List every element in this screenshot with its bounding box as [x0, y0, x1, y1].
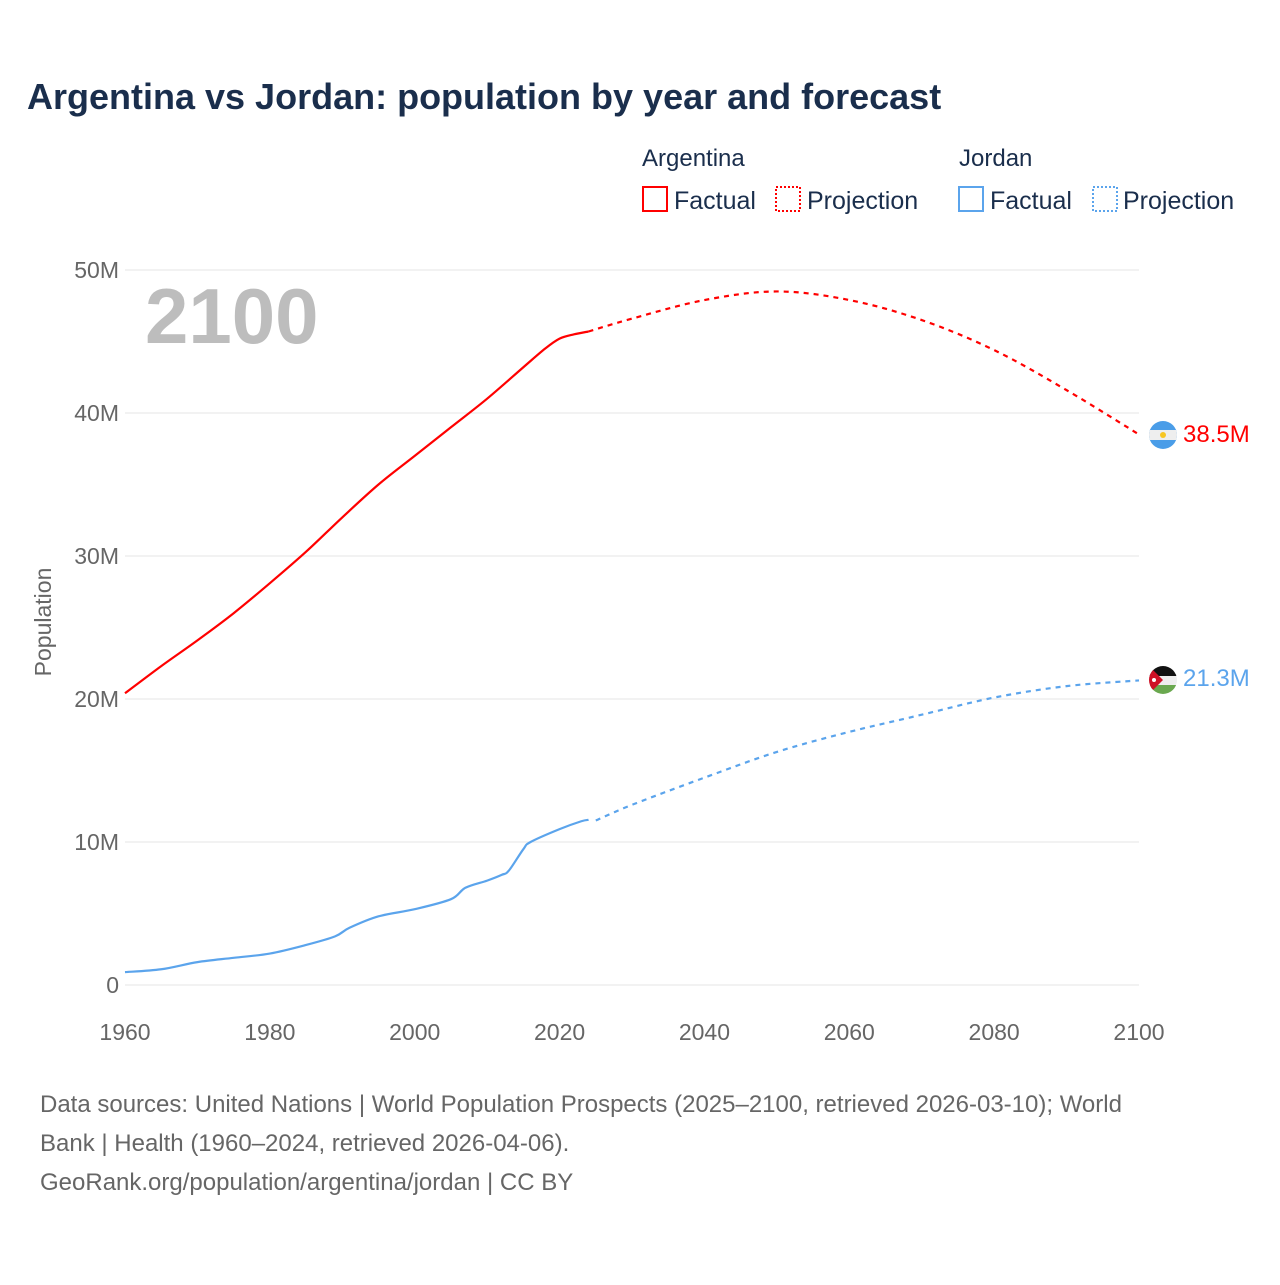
- x-tick-label: 2020: [534, 1019, 585, 1045]
- y-tick-label: 50M: [74, 257, 119, 283]
- y-axis: 0 10M 20M 30M 40M 50M: [74, 257, 119, 998]
- legend-label-jordan-projection[interactable]: Projection: [1123, 187, 1234, 215]
- legend-swatch-argentina-factual: [642, 186, 668, 212]
- x-tick-label: 1960: [99, 1019, 150, 1045]
- argentina-factual-line: [124, 330, 589, 695]
- x-tick-label: 2040: [679, 1019, 730, 1045]
- chart-title: Argentina vs Jordan: population by year …: [27, 76, 941, 117]
- y-tick-label: 20M: [74, 686, 119, 712]
- argentina-projection-line: [588, 290, 1140, 436]
- y-axis-label: Population: [30, 568, 56, 677]
- legend-swatch-argentina-projection: [775, 186, 801, 212]
- jordan-flag-icon: [1149, 666, 1177, 694]
- legend-label-argentina-projection[interactable]: Projection: [807, 187, 918, 215]
- y-tick-label: 40M: [74, 400, 119, 426]
- series-lines: [124, 290, 1140, 974]
- sources-line-1: Data sources: United Nations | World Pop…: [40, 1091, 1122, 1118]
- y-tick-label: 0: [106, 972, 119, 998]
- x-tick-label: 1980: [244, 1019, 295, 1045]
- sources-line-2: Bank | Health (1960–2024, retrieved 2026…: [40, 1130, 569, 1157]
- legend-label-argentina-factual[interactable]: Factual: [674, 187, 756, 215]
- x-tick-label: 2060: [824, 1019, 875, 1045]
- legend-group-argentina: Argentina: [642, 145, 745, 172]
- legend-label-jordan-factual[interactable]: Factual: [990, 187, 1072, 215]
- legend-swatch-jordan-projection: [1092, 186, 1118, 212]
- legend: Argentina Factual Projection Jordan Fact…: [642, 145, 1234, 215]
- argentina-end-label: 38.5M: [1183, 421, 1250, 448]
- jordan-projection-line: [595, 679, 1140, 822]
- legend-group-jordan: Jordan: [959, 145, 1032, 172]
- sources-link[interactable]: GeoRank.org/population/argentina/jordan …: [40, 1169, 573, 1196]
- x-tick-label: 2100: [1113, 1019, 1164, 1045]
- legend-swatch-jordan-factual: [958, 186, 984, 212]
- x-tick-label: 2080: [969, 1019, 1020, 1045]
- y-tick-label: 30M: [74, 543, 119, 569]
- gridlines: [125, 269, 1139, 986]
- x-axis: 1960 1980 2000 2020 2040 2060 2080 2100: [99, 1019, 1164, 1045]
- jordan-factual-line: [124, 818, 589, 974]
- x-tick-label: 2000: [389, 1019, 440, 1045]
- argentina-flag-icon: [1149, 421, 1177, 449]
- jordan-end-label: 21.3M: [1183, 665, 1250, 692]
- year-label: 2100: [145, 272, 319, 360]
- y-tick-label: 10M: [74, 829, 119, 855]
